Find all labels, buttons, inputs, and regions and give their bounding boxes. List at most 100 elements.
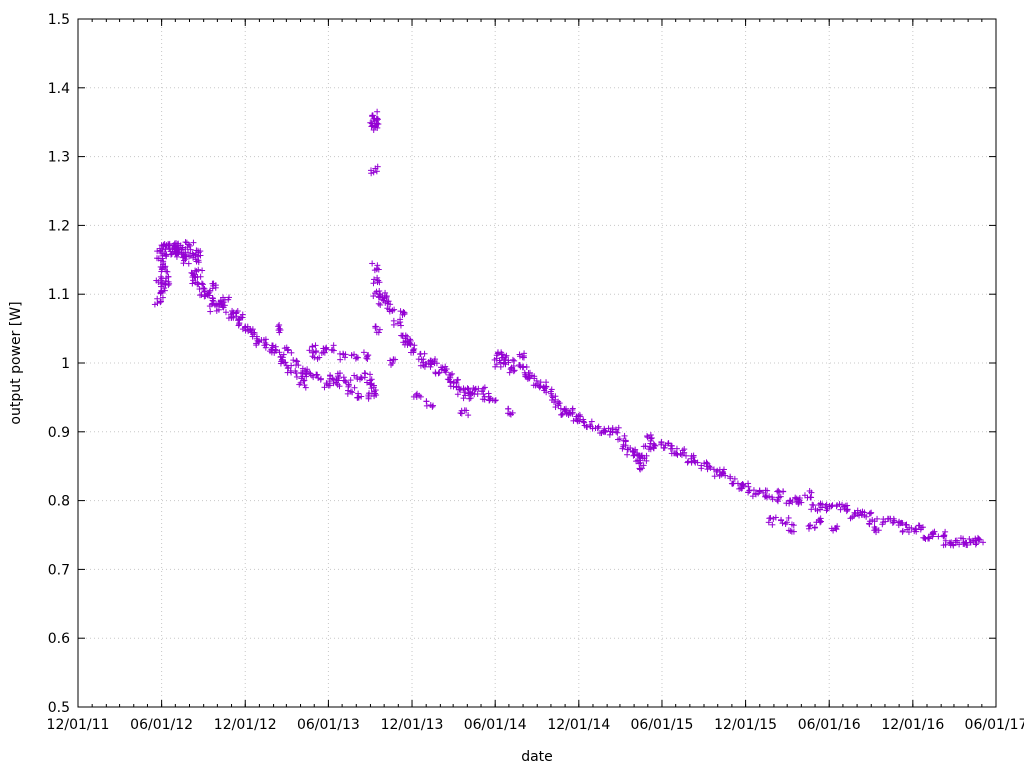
data-point bbox=[703, 460, 717, 473]
data-point bbox=[548, 390, 559, 404]
data-point bbox=[253, 335, 263, 349]
data-point bbox=[636, 460, 647, 473]
data-point bbox=[833, 501, 847, 513]
y-tick-label: 1.1 bbox=[48, 287, 70, 303]
data-point bbox=[690, 452, 701, 466]
data-point bbox=[450, 376, 462, 391]
y-tick-label: 0.6 bbox=[48, 631, 70, 647]
data-point bbox=[912, 522, 926, 533]
data-point bbox=[277, 357, 290, 369]
data-point bbox=[368, 163, 381, 177]
x-tick-label: 12/01/14 bbox=[547, 717, 610, 733]
data-point bbox=[474, 384, 488, 398]
data-point bbox=[366, 384, 379, 397]
data-point bbox=[665, 440, 676, 452]
y-tick-label: 1.2 bbox=[48, 218, 70, 234]
data-point bbox=[161, 275, 173, 288]
y-axis-label: output power [W] bbox=[8, 301, 24, 424]
data-point bbox=[209, 280, 219, 292]
data-point bbox=[361, 370, 375, 384]
data-point bbox=[940, 537, 954, 549]
data-point bbox=[296, 377, 309, 391]
data-point bbox=[219, 294, 233, 307]
x-tick-label: 06/01/12 bbox=[130, 717, 193, 733]
data-point bbox=[677, 446, 689, 459]
data-point bbox=[222, 307, 237, 322]
axis-ticks bbox=[77, 18, 997, 708]
data-point bbox=[899, 521, 912, 536]
data-point bbox=[485, 390, 499, 404]
data-point bbox=[354, 390, 365, 401]
data-point bbox=[644, 431, 655, 444]
data-point bbox=[151, 295, 164, 308]
data-point bbox=[841, 502, 851, 515]
data-point bbox=[336, 350, 349, 363]
data-point bbox=[281, 344, 295, 356]
y-tick-label: 0.7 bbox=[48, 562, 70, 578]
data-point bbox=[866, 515, 881, 528]
data-point bbox=[363, 379, 378, 389]
y-tick-labels: 0.5 0.6 0.7 0.8 0.9 1 1.1 1.2 1.3 1.4 1.5 bbox=[48, 12, 70, 716]
data-point bbox=[382, 294, 394, 308]
data-point bbox=[516, 350, 528, 361]
data-point bbox=[439, 363, 450, 376]
data-point bbox=[504, 405, 516, 418]
x-tick-label: 12/01/13 bbox=[381, 717, 444, 733]
data-point bbox=[195, 280, 208, 293]
data-point bbox=[309, 349, 323, 362]
data-point bbox=[769, 494, 783, 505]
data-point bbox=[805, 522, 818, 532]
x-tick-label: 06/01/14 bbox=[464, 717, 527, 733]
y-tick-label: 0.8 bbox=[48, 494, 70, 510]
x-axis-label: date bbox=[521, 749, 553, 765]
data-point bbox=[783, 497, 796, 507]
data-point bbox=[650, 441, 659, 452]
grid-lines bbox=[78, 19, 996, 707]
data-point bbox=[765, 514, 779, 528]
x-tick-label: 06/01/13 bbox=[297, 717, 360, 733]
data-point bbox=[795, 495, 805, 506]
data-point bbox=[609, 424, 622, 436]
data-point bbox=[428, 356, 440, 367]
data-point bbox=[321, 378, 333, 391]
data-point bbox=[801, 487, 815, 501]
data-point bbox=[658, 438, 669, 452]
y-tick-label: 1.4 bbox=[48, 81, 70, 97]
data-point bbox=[470, 385, 482, 398]
data-point bbox=[423, 398, 437, 410]
data-point bbox=[318, 345, 329, 357]
x-tick-label: 06/01/15 bbox=[631, 717, 694, 733]
data-point bbox=[288, 357, 302, 369]
data-point bbox=[637, 452, 650, 466]
data-point bbox=[454, 385, 469, 398]
data-point bbox=[823, 502, 836, 514]
data-point bbox=[397, 308, 408, 318]
data-point bbox=[920, 534, 933, 542]
data-point bbox=[182, 239, 197, 251]
data-point bbox=[313, 371, 324, 383]
data-point bbox=[640, 440, 654, 453]
y-tick-label: 1.3 bbox=[48, 150, 70, 166]
data-point bbox=[828, 523, 841, 534]
data-point bbox=[404, 337, 414, 348]
data-point bbox=[233, 308, 246, 321]
x-tick-label: 12/01/12 bbox=[214, 717, 277, 733]
data-point bbox=[415, 350, 428, 363]
data-point bbox=[774, 487, 787, 500]
data-point bbox=[284, 364, 299, 376]
data-point bbox=[785, 521, 797, 535]
data-point bbox=[718, 466, 729, 479]
data-point bbox=[500, 356, 512, 368]
data-point bbox=[410, 390, 424, 400]
x-tick-label: 06/01/17 bbox=[965, 717, 1024, 733]
data-point bbox=[536, 379, 550, 391]
x-tick-label: 12/01/15 bbox=[714, 717, 777, 733]
data-point bbox=[935, 528, 949, 540]
data-point bbox=[387, 356, 399, 368]
data-point bbox=[530, 377, 544, 390]
x-tick-label: 12/01/16 bbox=[881, 717, 944, 733]
data-point bbox=[157, 261, 169, 272]
data-point bbox=[762, 487, 773, 501]
x-tick-labels: 12/01/11 06/01/12 12/01/12 06/01/13 12/01/13… bbox=[47, 717, 1024, 733]
data-point bbox=[887, 515, 898, 526]
